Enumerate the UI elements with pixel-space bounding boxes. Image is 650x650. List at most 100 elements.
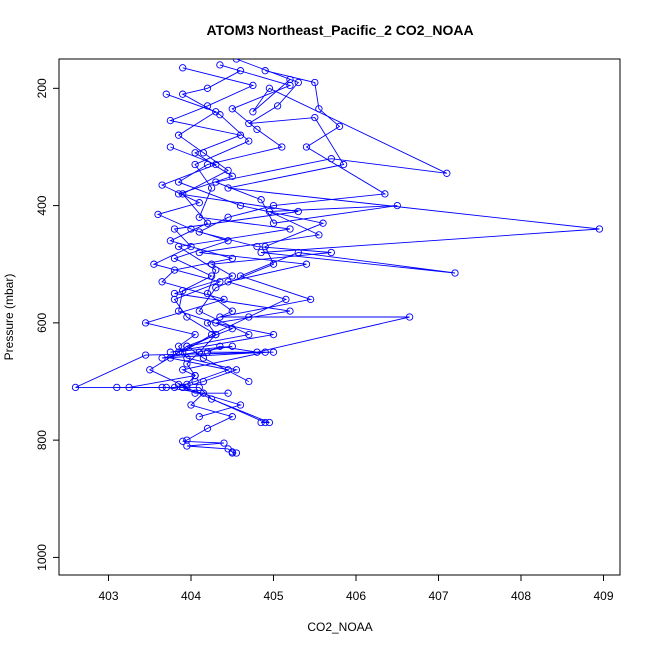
data-point: [286, 81, 294, 90]
data-point: [174, 307, 183, 315]
data-point: [212, 160, 220, 169]
data-point: [339, 160, 348, 169]
data-point: [228, 105, 236, 113]
data-point: [199, 149, 208, 157]
data-point: [228, 413, 236, 421]
data-point: [174, 190, 183, 198]
data-point: [195, 228, 203, 236]
data-point: [595, 225, 604, 233]
data-point: [306, 295, 315, 304]
data-point: [228, 325, 236, 333]
data-point: [212, 319, 220, 327]
data-point: [228, 272, 236, 280]
data-point: [162, 90, 170, 98]
data-point: [199, 354, 208, 362]
data-point: [245, 330, 253, 339]
data-point: [170, 225, 179, 233]
data-point: [224, 389, 232, 397]
data-point: [170, 295, 179, 304]
data-point: [203, 319, 212, 327]
data-point: [170, 254, 179, 263]
x-tick-label: 409: [593, 589, 613, 603]
data-point: [257, 248, 265, 257]
data-point: [179, 366, 187, 374]
data-point: [253, 242, 261, 251]
data-point: [146, 366, 154, 374]
data-point: [236, 131, 245, 139]
data-point: [236, 201, 245, 210]
x-tick-label: 404: [181, 589, 201, 603]
data-point: [158, 181, 166, 189]
data-point: [253, 348, 261, 356]
data-point: [294, 207, 302, 216]
data-point: [207, 272, 216, 280]
data-point: [224, 213, 232, 221]
x-tick-label: 403: [98, 589, 118, 603]
data-point: [150, 260, 158, 268]
data-point: [265, 418, 274, 427]
data-point: [212, 178, 220, 186]
data-point: [170, 266, 179, 274]
data-point: [224, 166, 232, 175]
data-point: [216, 313, 224, 321]
data-point: [265, 84, 274, 92]
data-point: [278, 143, 286, 151]
data-point: [294, 78, 302, 87]
data-point: [191, 371, 199, 380]
data-point: [224, 184, 232, 192]
series-line: [143, 93, 243, 418]
series-line: [162, 70, 387, 385]
data-point: [187, 401, 195, 409]
data-point: [179, 190, 187, 198]
data-point: [232, 366, 241, 374]
data-point: [220, 439, 228, 447]
data-point: [203, 424, 212, 433]
data-point: [269, 330, 278, 339]
data-point: [141, 351, 150, 359]
data-point: [335, 122, 344, 131]
data-layer: [71, 59, 604, 457]
series-line: [156, 146, 250, 382]
data-point: [195, 307, 203, 315]
data-point: [393, 201, 401, 210]
data-point: [224, 237, 232, 245]
x-tick-label: 406: [346, 589, 366, 603]
x-tick-label: 408: [511, 589, 531, 603]
data-point: [319, 219, 327, 227]
data-point: [199, 377, 208, 386]
data-point: [141, 319, 150, 327]
x-axis-label: CO2_NOAA: [307, 620, 372, 634]
series-line: [75, 59, 600, 394]
data-point: [166, 237, 175, 245]
x-tick-label: 405: [263, 589, 283, 603]
data-point: [286, 225, 294, 233]
data-point: [269, 219, 278, 227]
data-point: [166, 143, 175, 151]
y-tick-label: 1000: [35, 544, 49, 571]
data-point: [265, 207, 274, 216]
data-point: [179, 64, 187, 72]
data-point: [203, 219, 212, 227]
data-point: [203, 84, 212, 92]
data-point: [207, 260, 216, 268]
data-point: [216, 342, 224, 350]
data-point: [166, 116, 175, 125]
data-point: [451, 269, 459, 277]
data-point: [269, 348, 278, 356]
data-point: [327, 155, 335, 163]
data-point: [158, 278, 166, 286]
data-point: [195, 199, 203, 207]
y-axis-label: Pressure (mbar): [2, 274, 16, 361]
data-point: [286, 75, 294, 84]
data-point: [405, 313, 414, 321]
data-point: [203, 348, 212, 356]
data-point: [381, 190, 389, 198]
data-point: [253, 125, 261, 134]
data-point: [158, 383, 166, 392]
data-point: [261, 418, 269, 427]
data-point: [174, 131, 183, 139]
data-point: [183, 342, 191, 350]
x-tick-label: 407: [428, 589, 448, 603]
data-point: [179, 437, 187, 445]
